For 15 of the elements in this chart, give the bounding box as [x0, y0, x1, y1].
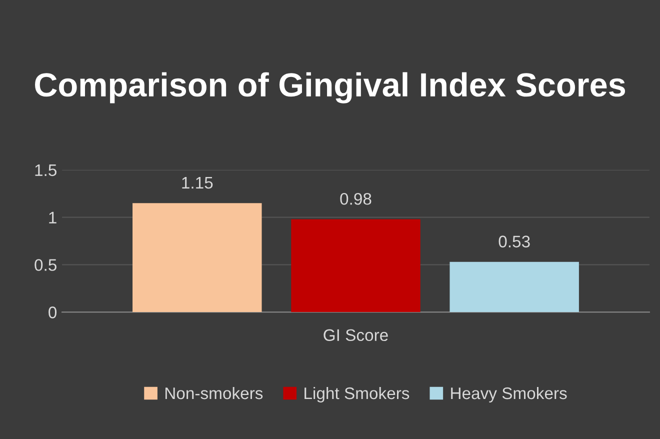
data-label: 0.53 [498, 236, 530, 248]
y-tick-label: 0.5 [34, 259, 56, 271]
bar [291, 219, 420, 312]
data-label: 1.15 [182, 177, 213, 189]
data-label: 0.98 [340, 192, 372, 205]
y-tick-label: 1 [49, 212, 56, 224]
y-tick-label: 0 [48, 306, 57, 318]
legend-label: Non-smokers [165, 386, 263, 400]
legend-label: Light Smokers [304, 386, 410, 402]
bar [132, 203, 262, 312]
chart-title: Comparison of Gingival Index Scores [35, 72, 626, 104]
x-tick-label: GI Score [324, 329, 388, 342]
legend-label: Heavy Smokers [451, 386, 567, 402]
bar [450, 262, 579, 312]
y-tick-label: 1.5 [35, 164, 56, 176]
